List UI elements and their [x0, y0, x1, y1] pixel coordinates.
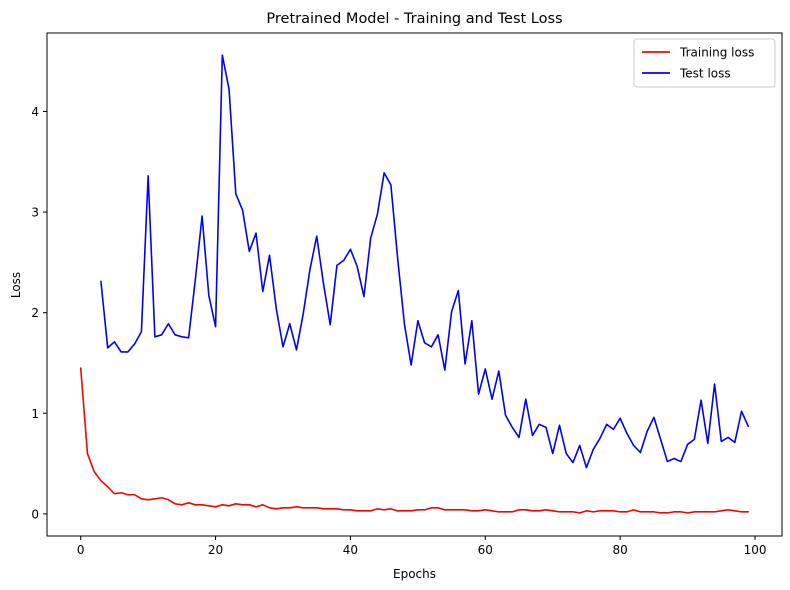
x-axis-label: Epochs [393, 567, 436, 581]
x-tick-label: 80 [613, 543, 628, 557]
y-axis-label: Loss [9, 272, 23, 298]
y-tick-label: 0 [31, 507, 39, 521]
chart-title: Pretrained Model - Training and Test Los… [266, 11, 562, 27]
legend-label-0: Training loss [679, 46, 754, 60]
plot-frame [46, 32, 783, 537]
y-tick-label: 4 [31, 105, 39, 119]
series-line-1 [100, 54, 750, 469]
y-tick-label: 1 [31, 407, 39, 421]
series-line-0 [79, 367, 750, 514]
x-tick-label: 20 [208, 543, 223, 557]
y-tick-label: 2 [31, 306, 39, 320]
x-tick-label: 100 [744, 543, 767, 557]
legend-label-1: Test loss [679, 67, 731, 81]
legend-box [633, 38, 776, 88]
legend: Training loss Test loss [633, 38, 776, 88]
x-axis-ticks: 0 20 40 60 80 100 [77, 536, 767, 557]
series-layer [79, 54, 750, 514]
y-tick-label: 3 [31, 206, 39, 220]
x-tick-label: 0 [77, 543, 85, 557]
y-axis-ticks: 0 1 2 3 4 [31, 105, 47, 521]
x-tick-label: 60 [478, 543, 493, 557]
x-tick-label: 40 [343, 543, 358, 557]
